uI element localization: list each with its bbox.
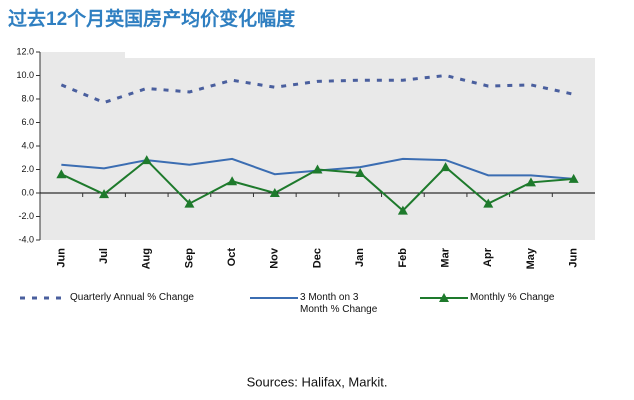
y-tick-label: -4.0 bbox=[18, 234, 34, 244]
plot-area bbox=[40, 52, 595, 240]
series-marker bbox=[355, 168, 366, 178]
series-marker bbox=[99, 189, 110, 199]
series-marker bbox=[312, 164, 323, 174]
x-tick-label: Sep bbox=[183, 248, 195, 268]
legend-item: Monthly % Change bbox=[418, 292, 608, 304]
legend-label: Monthly % Change bbox=[470, 292, 555, 303]
series-marker bbox=[56, 169, 67, 179]
x-tick-label: Jul bbox=[98, 248, 110, 264]
y-tick-label: 8.0 bbox=[21, 93, 34, 103]
series-marker bbox=[141, 155, 152, 165]
series-marker bbox=[525, 177, 536, 187]
x-tick-label: Jun bbox=[568, 248, 580, 268]
legend-swatch bbox=[250, 297, 298, 299]
series-marker bbox=[269, 188, 280, 197]
chart-title: 过去12个月英国房产均价变化幅度 bbox=[8, 7, 296, 30]
x-tick-label: Dec bbox=[311, 248, 323, 268]
legend-item: 3 Month on 3 Month % Change bbox=[248, 292, 388, 316]
legend-label: Quarterly Annual % Change bbox=[70, 292, 194, 303]
source-note: Sources: Halifax, Markit. bbox=[247, 374, 388, 389]
y-tick-label: 10.0 bbox=[16, 70, 34, 80]
series-marker bbox=[440, 162, 451, 172]
series-marker bbox=[568, 173, 579, 183]
x-tick-label: Apr bbox=[482, 247, 494, 267]
x-tick-label: Mar bbox=[439, 247, 451, 267]
y-tick-label: 12.0 bbox=[16, 46, 34, 56]
series-line bbox=[60, 73, 574, 105]
x-tick-label: Nov bbox=[269, 247, 281, 269]
series-marker bbox=[184, 198, 195, 208]
legend-swatch bbox=[20, 296, 68, 300]
y-tick-label: 2.0 bbox=[21, 164, 34, 174]
x-tick-label: Feb bbox=[397, 248, 409, 268]
y-tick-label: 0.0 bbox=[21, 187, 34, 197]
y-tick-label: -2.0 bbox=[18, 211, 34, 221]
x-tick-label: May bbox=[525, 247, 537, 269]
y-tick-label: 6.0 bbox=[21, 117, 34, 127]
x-tick-label: Oct bbox=[226, 248, 238, 267]
legend-swatch bbox=[420, 293, 468, 302]
x-tick-label: Aug bbox=[141, 248, 153, 269]
plot-header bbox=[125, 45, 595, 58]
series-marker bbox=[483, 198, 494, 208]
x-tick-label: Jan bbox=[354, 248, 366, 267]
x-tick-label: Jun bbox=[55, 248, 67, 268]
legend-item: Quarterly Annual % Change bbox=[18, 292, 228, 304]
series-marker bbox=[227, 176, 238, 186]
legend-label: 3 Month on 3 Month % Change bbox=[300, 292, 378, 315]
series-marker bbox=[397, 205, 408, 215]
y-tick-label: 4.0 bbox=[21, 140, 34, 150]
